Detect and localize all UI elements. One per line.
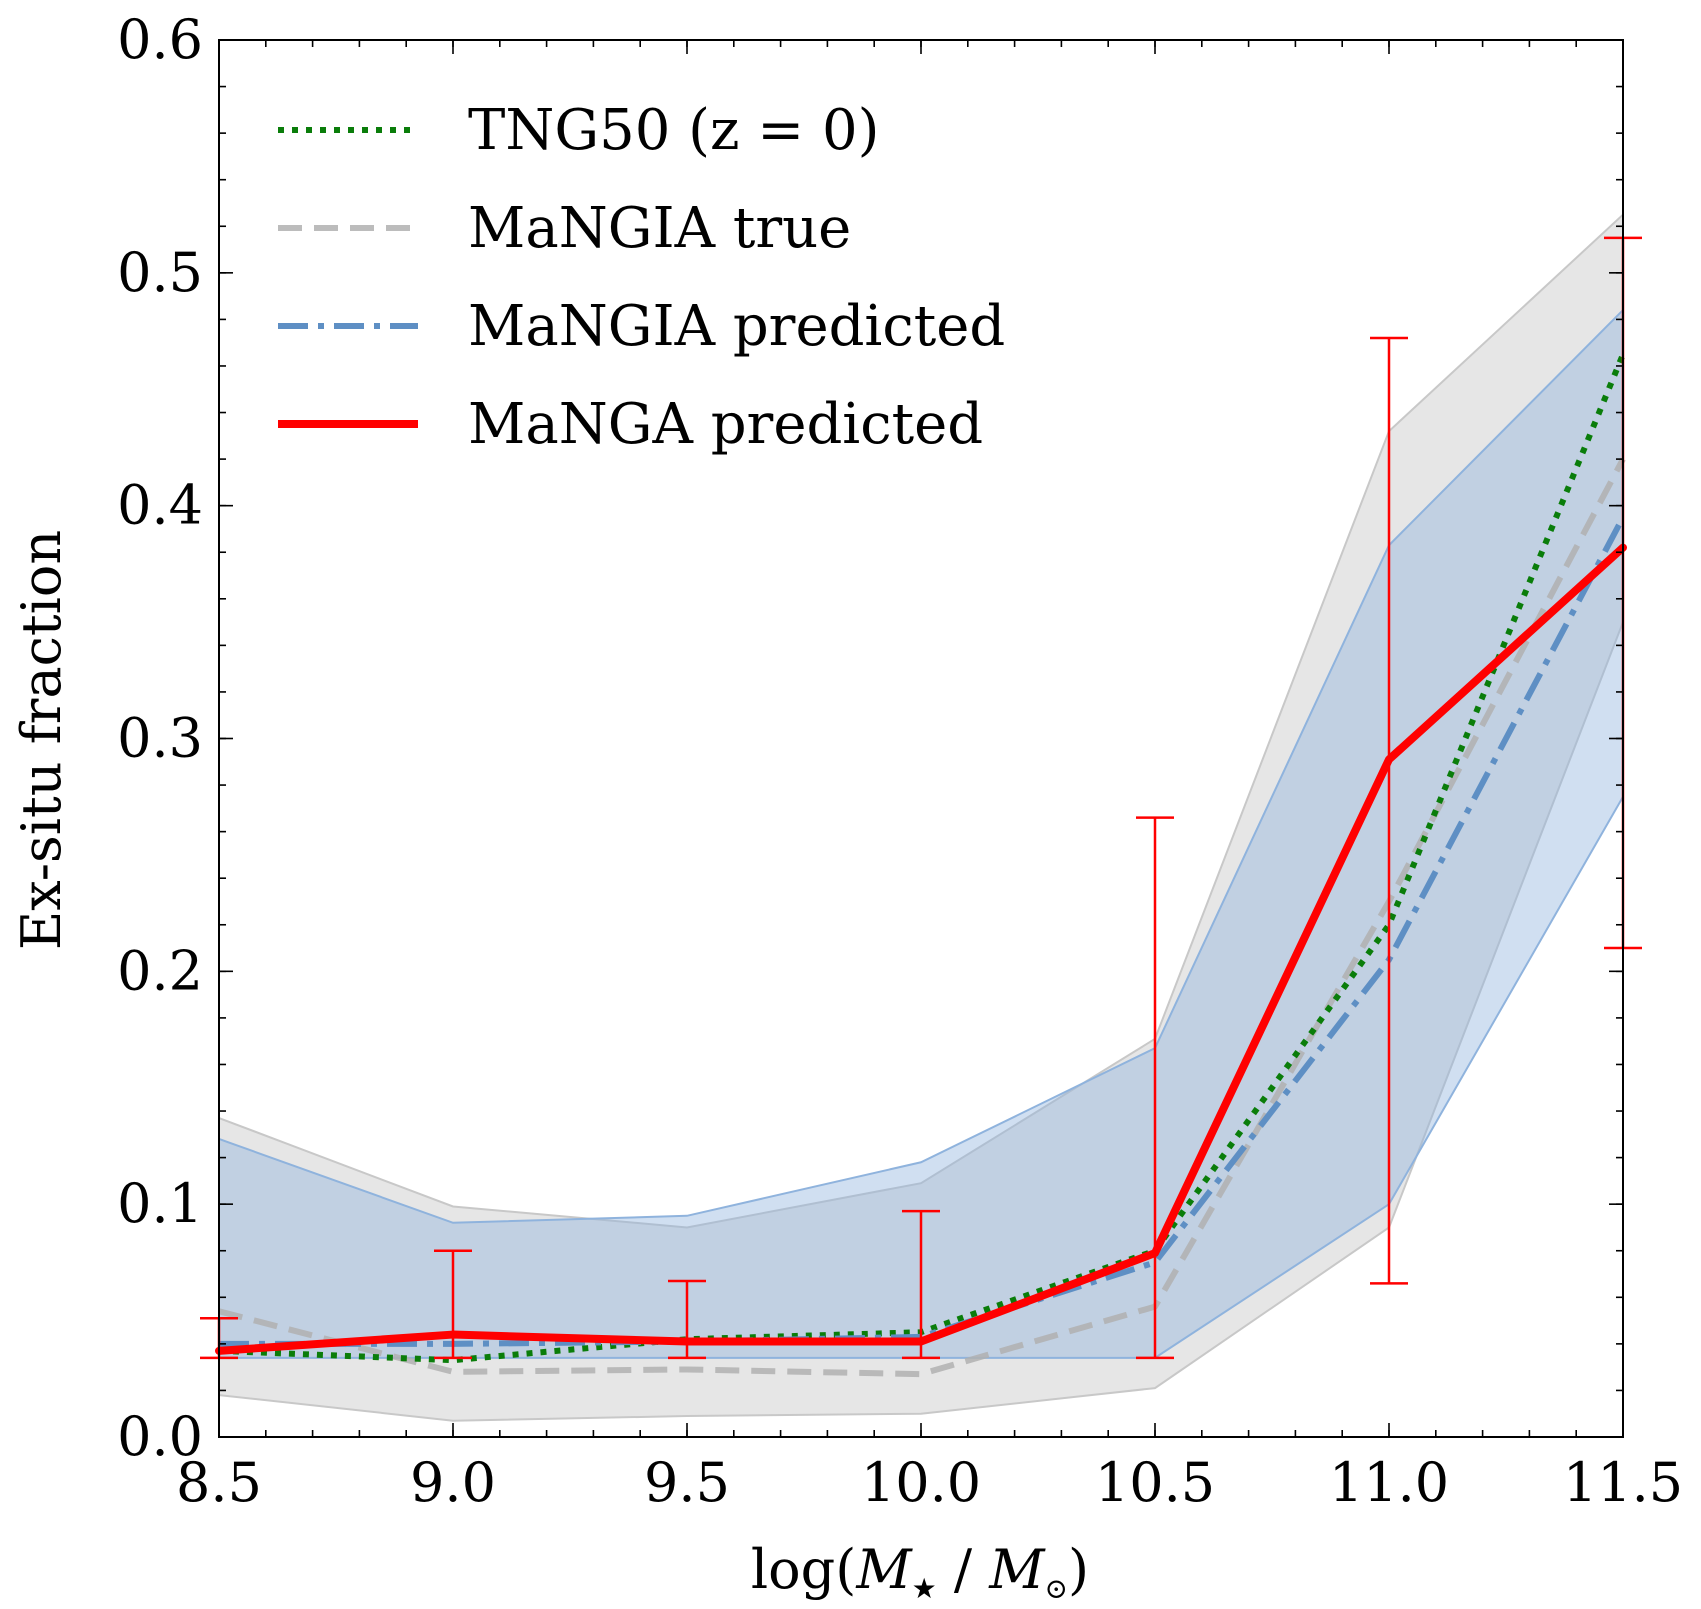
x-tick-label-5: 11.0 <box>1329 1451 1449 1514</box>
tick-labels: 8.5 9.0 9.5 10.0 10.5 11.0 11.5 0.0 0.1 0.2 0.3 0.4… <box>117 8 1683 1514</box>
x-axis-label-mass-sun: M <box>988 1538 1046 1601</box>
y-axis-label: Ex-situ fraction <box>10 530 73 950</box>
axis-ticks <box>218 39 1624 1438</box>
x-axis-label-sun: ⊙ <box>1045 1572 1068 1605</box>
y-tick-label-0: 0.0 <box>117 1405 203 1468</box>
legend-label-0: TNG50 (z = 0) <box>468 98 880 163</box>
y-tick-label-1: 0.1 <box>117 1172 203 1235</box>
y-tick-label-6: 0.6 <box>117 8 203 71</box>
x-axis-label-prefix: log( <box>751 1538 856 1601</box>
legend: TNG50 (z = 0) MaNGIA true MaNGIA predicted… <box>278 98 1005 457</box>
x-tick-label-3: 10.0 <box>861 1451 981 1514</box>
y-tick-label-5: 0.5 <box>117 241 203 304</box>
legend-label-3: MaNGA predicted <box>468 392 983 457</box>
x-axis-label: log(M★ / M⊙) <box>751 1538 1089 1605</box>
legend-label-1: MaNGIA true <box>468 196 851 261</box>
y-tick-label-3: 0.3 <box>117 707 203 770</box>
x-tick-label-2: 9.5 <box>644 1451 730 1514</box>
x-tick-label-1: 9.0 <box>410 1451 496 1514</box>
x-axis-label-slash: / <box>937 1538 990 1601</box>
x-axis-label-star: ★ <box>912 1572 937 1605</box>
x-tick-label-6: 11.5 <box>1563 1451 1683 1514</box>
y-tick-label-2: 0.2 <box>117 939 203 1002</box>
legend-label-2: MaNGIA predicted <box>468 294 1005 359</box>
x-axis-label-mass: M <box>855 1538 913 1601</box>
x-tick-label-4: 10.5 <box>1095 1451 1215 1514</box>
x-tick-label-0: 8.5 <box>176 1451 262 1514</box>
x-axis-label-suffix: ) <box>1068 1538 1089 1601</box>
y-tick-label-4: 0.4 <box>117 474 203 537</box>
